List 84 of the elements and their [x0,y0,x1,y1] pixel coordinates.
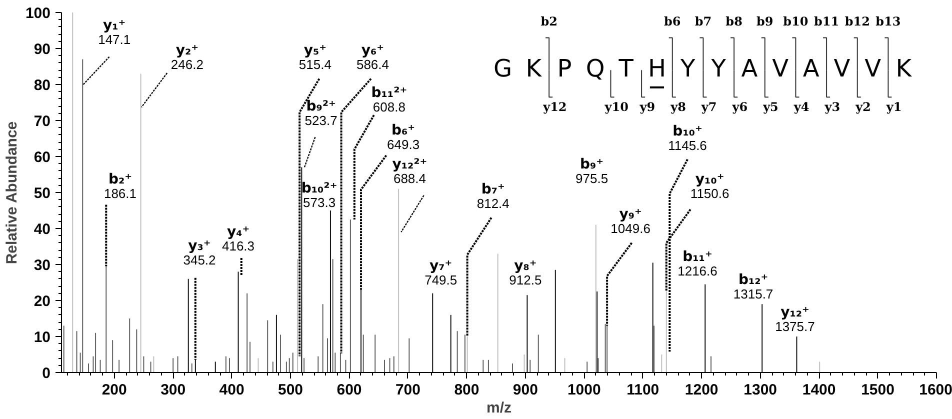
annotation: b2 [540,14,558,28]
x-tick-label: 1300 [744,382,778,398]
y-tick-label: 80 [34,77,51,94]
y-tick-label: 10 [34,329,51,346]
annotation: b₁₁⁺ 1216.6 [678,248,718,278]
y-tick-label: 40 [34,221,51,238]
annotation: y₂⁺ 246.2 [170,42,204,72]
annotation: b₉²⁺ 523.7 [304,98,338,128]
annotation: y₇⁺ 749.5 [424,258,458,288]
annotation: b₂⁺ 186.1 [104,172,137,202]
annotation: y₈⁺ 912.5 [509,258,542,288]
annotation: b₆⁺ 649.3 [387,122,420,152]
y-tick-label: 30 [34,257,51,274]
annotation: T [618,54,634,83]
x-tick-label: 1000 [567,382,601,398]
annotation: K [526,54,543,83]
x-tick-label: 800 [454,382,480,398]
annotation: y7 [700,100,717,114]
annotation: y2 [854,100,871,114]
annotation: y₉⁺ 1049.6 [610,206,650,236]
annotation: V [834,54,851,83]
annotation: b₁₁²⁺ 608.8 [371,85,408,115]
annotation: b₇⁺ 812.4 [476,181,510,211]
annotation: y₁⁺ 147.1 [98,18,131,47]
annotation: y10 [604,100,628,114]
annotation: y₅⁺ 515.4 [298,42,332,72]
annotation: b7 [694,14,712,28]
annotation: y5 [762,100,778,114]
annotation: V [864,54,882,83]
annotation: b6 [664,14,681,28]
x-tick-label: 700 [395,382,420,398]
x-tick-label: 500 [278,382,304,398]
annotation: V [772,54,790,83]
x-tick-label: 1400 [802,382,836,398]
annotation: Y [679,54,696,83]
annotation: b₁₀²⁺ 573.3 [301,180,338,210]
annotation: y1 [885,100,902,114]
annotation: y3 [824,100,840,114]
x-tick-label: 900 [512,382,538,398]
y-tick-label: 20 [34,293,51,310]
x-tick-label: 1100 [626,382,660,398]
annotation: K [896,54,913,83]
y-tick-label: 50 [34,185,51,202]
annotation: b11 [814,14,840,28]
annotation: y₃⁺ 345.2 [183,238,216,268]
annotation: y8 [670,100,686,114]
x-tick-label: 200 [102,382,127,398]
annotation: y₄⁺ 416.3 [222,224,255,254]
annotation: y4 [792,100,810,114]
x-tick-label: 1600 [919,382,952,398]
annotation: A [802,54,820,83]
annotation: y12 [542,100,567,114]
annotation: y₆⁺ 586.4 [356,42,390,72]
annotation: b13 [876,14,901,28]
x-tick-label: 1500 [861,382,894,398]
annotation: b12 [844,14,870,28]
y-tick-label: 100 [25,5,51,22]
annotation: A [741,54,758,83]
y-axis-title: Relative Abundance [3,121,20,264]
x-axis-title: m/z [486,400,512,416]
annotation: P [557,54,572,83]
annotation: Q [586,54,605,83]
y-tick-label: 70 [34,113,51,130]
y-tick-label: 60 [34,149,51,166]
annotation: y9 [638,100,656,114]
annotation: G [494,54,512,83]
y-tick-label: 0 [42,365,50,382]
annotation: y₁₂⁺ 1375.7 [775,304,815,334]
annotation: b10 [783,14,808,28]
x-tick-label: 600 [336,382,362,398]
annotation: b8 [726,14,742,28]
y-tick-label: 90 [34,41,51,58]
annotation: y₁₂²⁺ 688.4 [392,156,428,186]
annotation: H [648,54,666,83]
annotation: y6 [731,100,748,114]
x-tick-label: 1200 [684,382,718,398]
x-tick-label: 400 [219,382,244,398]
annotation: b₁₀⁺ 1145.6 [668,124,707,154]
annotation: Y [710,54,726,83]
annotation: y₁₀⁺ 1150.6 [690,172,730,202]
annotation: b9 [756,14,774,28]
x-tick-label: 300 [160,382,186,398]
annotation: b₁₂⁺ 1315.7 [733,272,774,302]
annotation: b₉⁺ 975.5 [576,156,608,186]
